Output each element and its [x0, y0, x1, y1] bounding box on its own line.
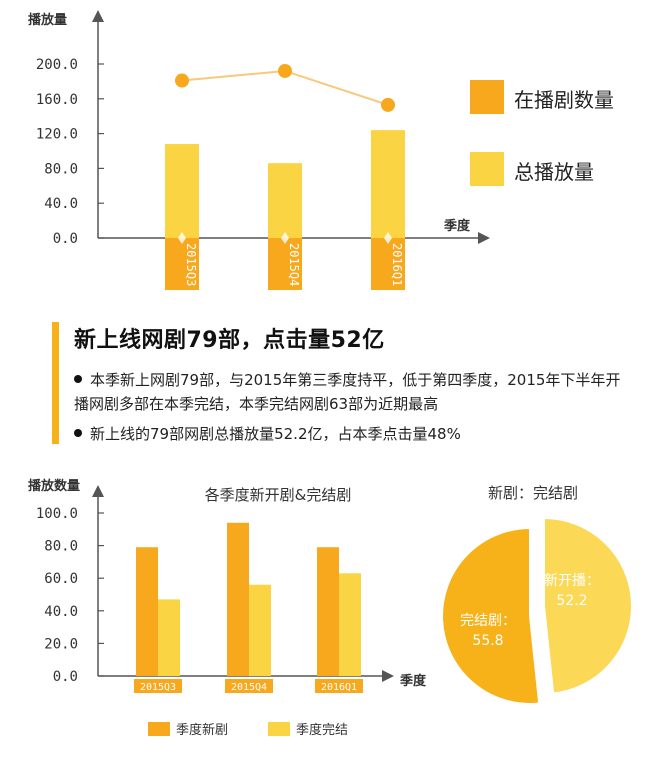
x-tick-label-box [315, 679, 363, 693]
bar-new [227, 522, 249, 676]
x-tick-label: 2015Q4 [287, 243, 301, 286]
y-tick-label: 80.0 [44, 539, 78, 555]
pie-slice [543, 516, 633, 695]
x-tick-label-box [134, 679, 182, 693]
chart-title: 各季度新开剧&完结剧 [205, 486, 352, 504]
x-tick-label-box [225, 679, 273, 693]
x-axis-label: 季度 [399, 673, 427, 689]
y-axis-arrow-icon [92, 485, 104, 497]
bullet-text: 本季新上网剧79部，与2015年第三季度持平，低于第四季度，2015年下半年开播… [74, 371, 621, 413]
y-axis-label: 播放量 [28, 12, 67, 28]
x-tick-label-box [371, 238, 405, 290]
bullet-item: 本季新上网剧79部，与2015年第三季度持平，低于第四季度，2015年下半年开播… [74, 368, 634, 416]
x-axis-arrow-icon [382, 670, 394, 682]
x-axis-arrow-icon [478, 232, 490, 244]
x-tick-label: 2016Q1 [390, 243, 404, 286]
bar-finished [158, 599, 180, 676]
legend-swatch [268, 722, 290, 736]
y-tick-label: 0.0 [53, 669, 78, 685]
y-tick-label: 20.0 [44, 636, 78, 652]
y-axis-arrow-icon [92, 10, 104, 22]
legend-label: 季度新剧 [176, 722, 228, 738]
pie-slice [441, 526, 541, 705]
headline-accent-bar [52, 322, 59, 444]
axis-marker-icon [281, 232, 289, 244]
y-tick-label: 200.0 [36, 57, 78, 73]
bar-new [136, 547, 158, 676]
x-axis-label: 季度 [443, 218, 471, 234]
y-tick-label: 120.0 [36, 127, 78, 143]
y-tick-label: 40.0 [44, 196, 78, 212]
legend-label: 在播剧数量 [514, 88, 614, 112]
x-tick-label: 2015Q4 [231, 682, 267, 693]
legend-swatch [470, 152, 504, 186]
legend-swatch [148, 722, 170, 736]
pie-slice-value: 52.2 [556, 593, 587, 609]
chart-title: 新剧：完结剧 [488, 484, 578, 502]
legend-label: 季度完结 [296, 722, 348, 738]
bullet-item: 新上线的79部网剧总播放量52.2亿，占本季点击量48% [74, 422, 634, 446]
x-tick-label: 2015Q3 [140, 682, 176, 693]
line-point [278, 63, 292, 78]
pie-slice-label: 完结剧： [460, 613, 516, 629]
y-tick-label: 0.0 [53, 231, 78, 247]
bar [165, 144, 199, 238]
bullet-dot-icon [74, 374, 82, 383]
pie-slice-label: 新开播： [544, 573, 600, 589]
pie-slice-value: 55.8 [472, 633, 503, 649]
legend-swatch [470, 80, 504, 114]
headline: 新上线网剧79部，点击量52亿 [74, 328, 385, 353]
x-tick-label: 2015Q3 [184, 243, 198, 286]
bar-new [317, 547, 339, 676]
y-tick-label: 60.0 [44, 571, 78, 587]
bar-finished [339, 573, 361, 676]
x-tick-label-box [268, 238, 302, 290]
bar [371, 130, 405, 238]
line-point [175, 73, 189, 88]
y-tick-label: 80.0 [44, 161, 78, 177]
line-point [381, 97, 395, 112]
y-tick-label: 160.0 [36, 92, 78, 108]
bullet-dot-icon [74, 428, 82, 437]
axis-marker-icon [178, 232, 186, 244]
y-tick-label: 40.0 [44, 604, 78, 620]
y-tick-label: 100.0 [36, 506, 78, 522]
y-axis-label: 播放数量 [28, 478, 80, 494]
bullet-text: 新上线的79部网剧总播放量52.2亿，占本季点击量48% [90, 425, 461, 443]
legend-label: 总播放量 [514, 160, 594, 184]
axis-marker-icon [384, 232, 392, 244]
bar-finished [249, 584, 271, 676]
x-tick-label-box [165, 238, 199, 290]
x-tick-label: 2016Q1 [321, 682, 357, 693]
bar [268, 163, 302, 238]
